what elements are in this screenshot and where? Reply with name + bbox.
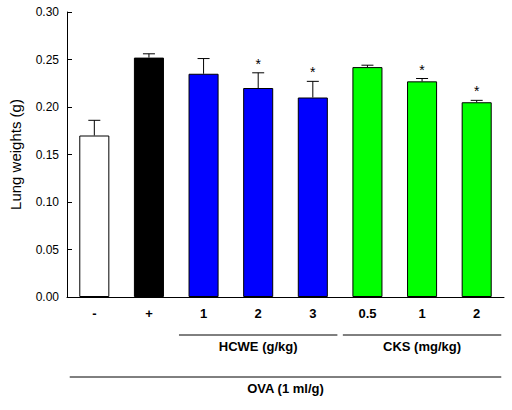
svg-text:0.15: 0.15 [36, 148, 60, 162]
svg-text:OVA (1 ml/g): OVA (1 ml/g) [247, 381, 324, 396]
svg-text:Lung weights (g): Lung weights (g) [7, 99, 24, 210]
svg-text:-: - [92, 306, 96, 321]
svg-text:0.10: 0.10 [36, 195, 60, 209]
svg-text:CKS (mg/kg): CKS (mg/kg) [383, 339, 461, 354]
svg-text:0.00: 0.00 [36, 290, 60, 304]
svg-text:+: + [145, 306, 153, 321]
svg-text:3: 3 [309, 306, 316, 321]
svg-text:2: 2 [473, 306, 480, 321]
svg-text:*: * [419, 62, 425, 78]
svg-text:*: * [474, 83, 480, 99]
svg-text:HCWE (g/kg): HCWE (g/kg) [219, 339, 298, 354]
svg-text:1: 1 [200, 306, 207, 321]
svg-text:0.30: 0.30 [36, 5, 60, 19]
svg-text:0.25: 0.25 [36, 53, 60, 67]
svg-text:*: * [255, 56, 261, 72]
svg-text:0.20: 0.20 [36, 100, 60, 114]
svg-text:1: 1 [418, 306, 425, 321]
svg-text:0.5: 0.5 [358, 306, 376, 321]
svg-text:0.05: 0.05 [36, 243, 60, 257]
svg-text:*: * [310, 64, 316, 80]
svg-text:2: 2 [255, 306, 262, 321]
